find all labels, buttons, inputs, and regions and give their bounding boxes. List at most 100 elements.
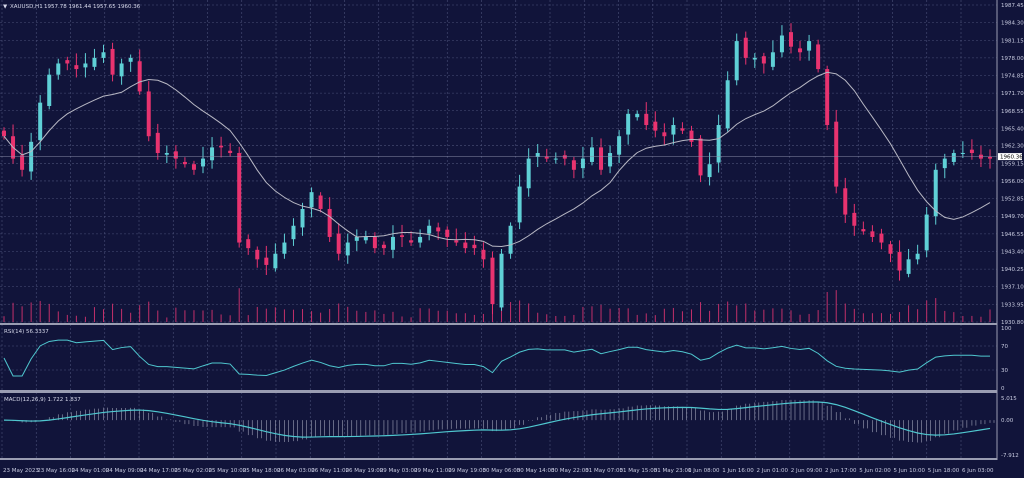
time-tick-label: 26 May 11:00 [311,468,349,474]
volume-bar [112,303,114,322]
time-tick-label: 26 May 19:00 [346,468,384,474]
candle-body [788,32,793,47]
candle-body [345,242,350,256]
candle-body [291,225,296,240]
candle-body [580,158,585,169]
volume-bar [12,302,14,322]
candle-body [318,195,323,209]
rsi-tick-label: 100 [1001,326,1012,332]
grid [0,0,997,458]
price-tick-label: 1930.80 [1001,320,1024,326]
price-tick-label: 1949.70 [1001,214,1024,220]
symbol-triangle-icon[interactable]: ▼ [3,4,8,10]
volume-bar [835,290,837,322]
candle-body [834,121,839,187]
rsi-title: RSI(14) 56.3337 [4,329,49,335]
candle-body [526,158,531,189]
volume-bar [844,303,846,322]
panel-separator [0,390,997,393]
candle-body [599,147,604,170]
macd-tick-label: -7.912 [1001,453,1019,459]
volume-bar [130,312,132,322]
volume-bar [365,311,367,322]
candle-body [671,125,676,135]
candle-body [201,158,206,167]
time-tick-label: 1 Jun 16:00 [722,468,754,474]
candle-body [960,153,965,155]
time-tick-label: 29 May 19:00 [448,468,486,474]
volume-bar [645,313,647,322]
panel-separator [0,458,997,460]
candle-body [617,136,622,155]
volume-bar [618,308,620,322]
volume-bar [582,306,584,322]
volume-bar [781,308,783,322]
candle-body [101,52,106,58]
candle-body [843,188,848,215]
volume-bar [482,313,484,322]
volume-bar [889,313,891,322]
time-tick-label: 2 Jun 09:00 [791,468,823,474]
volume-bar [283,309,285,322]
candle-body [635,113,640,118]
volume-bar [157,310,159,322]
volume-bar [681,311,683,322]
time-tick-label: 25 May 18:00 [243,468,281,474]
candle-body [879,233,884,243]
candle-body [137,61,142,92]
volume-bar [745,303,747,322]
candle-body [915,253,920,260]
candle-body [472,244,477,249]
volume-bar [763,309,765,322]
price-tick-label: 1981.15 [1001,38,1024,44]
candle-body [119,63,124,77]
volume-bar [817,310,819,322]
volume-bar [709,310,711,322]
price-tick-label: 1952.85 [1001,197,1024,203]
volume-bar [528,303,530,322]
volume-bar [672,307,674,322]
volume-bar [103,309,105,322]
volume-bar [862,313,864,322]
moving-average-line [3,71,991,248]
volume-bar [410,317,412,322]
price-tick-label: 1987.45 [1001,3,1024,9]
volume-bar [139,305,141,322]
candle-body [698,138,703,176]
volume-bar [383,313,385,322]
candle-body [155,132,160,154]
volume-bar [600,304,602,322]
candle-body [988,156,992,159]
volume-bar [30,302,32,322]
candle-body [906,259,911,274]
volume-bar [627,308,629,322]
time-tick-label: 29 May 03:00 [380,468,418,474]
volume-bar [329,309,331,322]
volume-bar [184,310,186,322]
volume-bar [826,292,828,322]
candle-body [770,52,775,67]
time-tick-label: 30 May 22:00 [551,468,589,474]
candle-body [74,65,79,70]
time-tick-label: 5 Jun 18:00 [928,468,960,474]
volume-bar [220,314,222,322]
candle-body [951,153,956,162]
candle-body [725,80,730,129]
volume-bar [871,313,873,322]
volume-bar [419,308,421,322]
candle-body [734,41,739,81]
volume-bar [274,307,276,322]
volume-bar [980,316,982,322]
volume-bar [93,307,95,322]
volume-bar [654,315,656,322]
volume-bar [989,309,991,322]
candle-body [246,239,251,249]
volume-bar [953,312,955,322]
volume-bar [772,308,774,322]
candle-body [653,121,658,131]
ohlc-readout: 1957.78 1961.44 1957.65 1960.36 [44,4,141,10]
time-tick-label: 24 May 09:00 [106,468,144,474]
candle-body [752,57,757,60]
